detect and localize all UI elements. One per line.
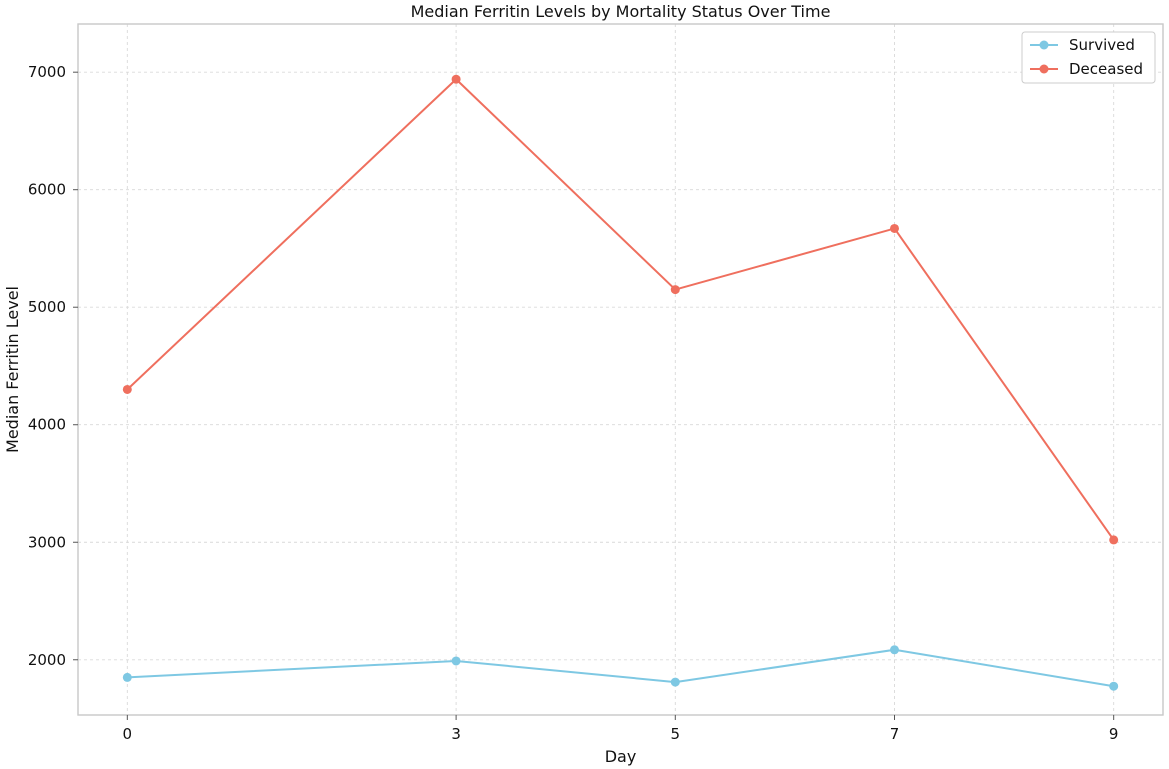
x-tick-label: 3	[451, 725, 461, 743]
data-point-deceased-day-5[interactable]	[670, 285, 680, 295]
legend-entries: Survived Deceased	[1030, 36, 1143, 78]
legend-label-survived: Survived	[1069, 36, 1135, 54]
y-tick-label: 4000	[28, 416, 66, 434]
y-tick-label: 5000	[28, 298, 66, 316]
data-point-survived-day-5[interactable]	[670, 677, 680, 687]
y-tick-label: 3000	[28, 533, 66, 551]
x-axis: 0 3 5 7 9	[123, 715, 1119, 743]
y-tick-label: 7000	[28, 63, 66, 81]
legend-item-survived[interactable]: Survived	[1030, 36, 1135, 54]
grid-lines	[78, 24, 1163, 715]
plot-area-frame	[77, 23, 1164, 716]
y-tick-label: 2000	[28, 651, 66, 669]
x-tick-label: 0	[123, 725, 133, 743]
x-tick-label: 9	[1109, 725, 1119, 743]
legend-swatch-marker	[1039, 40, 1049, 50]
data-point-survived-day-9[interactable]	[1109, 681, 1119, 691]
series-deceased	[122, 74, 1119, 545]
x-axis-label: Day	[605, 747, 637, 766]
data-point-deceased-day-0[interactable]	[122, 384, 132, 394]
data-series	[122, 74, 1119, 691]
y-tick-label: 6000	[28, 181, 66, 199]
x-tick-label: 5	[671, 725, 681, 743]
series-line-deceased	[126, 78, 1115, 541]
data-point-deceased-day-3[interactable]	[451, 74, 461, 84]
data-point-deceased-day-9[interactable]	[1109, 535, 1119, 545]
series-survived	[122, 645, 1119, 691]
y-axis: 2000 3000 4000 5000 6000 7000	[28, 63, 78, 669]
y-axis-label: Median Ferritin Level	[3, 286, 22, 453]
chart-title: Median Ferritin Levels by Mortality Stat…	[411, 2, 831, 21]
legend-swatch-marker	[1039, 64, 1049, 74]
data-point-survived-day-3[interactable]	[451, 656, 461, 666]
data-point-survived-day-0[interactable]	[122, 672, 132, 682]
legend[interactable]: Survived Deceased	[1021, 31, 1156, 84]
legend-label-deceased: Deceased	[1069, 60, 1143, 78]
series-line-survived	[127, 648, 1114, 688]
data-point-survived-day-7[interactable]	[889, 645, 899, 655]
data-point-deceased-day-7[interactable]	[889, 223, 899, 233]
legend-item-deceased[interactable]: Deceased	[1030, 60, 1143, 78]
x-tick-label: 7	[890, 725, 900, 743]
